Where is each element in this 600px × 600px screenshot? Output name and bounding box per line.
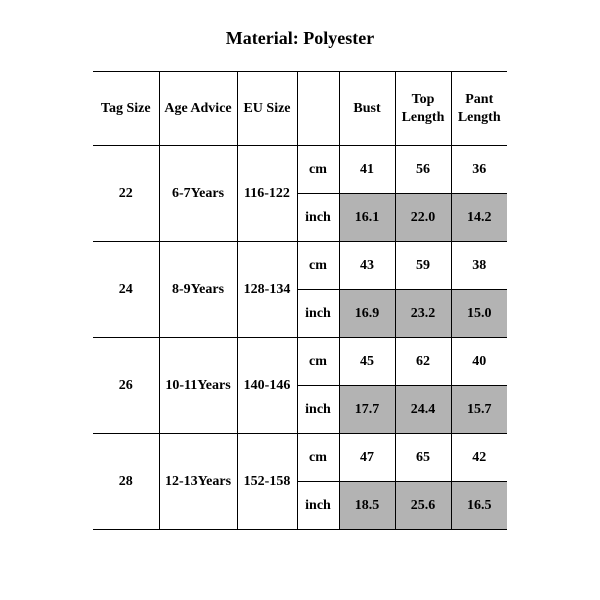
size-table: Tag Size Age Advice EU Size Bust TopLeng… <box>93 71 507 530</box>
cell-bust: 47 <box>339 434 395 482</box>
cell-eu: 128-134 <box>237 242 297 338</box>
cell-bust: 43 <box>339 242 395 290</box>
cell-age: 8-9Years <box>159 242 237 338</box>
cell-unit: inch <box>297 386 339 434</box>
cell-pant: 16.5 <box>451 482 507 530</box>
cell-top: 59 <box>395 242 451 290</box>
cell-pant: 15.7 <box>451 386 507 434</box>
cell-tag: 24 <box>93 242 159 338</box>
cell-unit: cm <box>297 338 339 386</box>
col-unit <box>297 72 339 146</box>
cell-top: 56 <box>395 146 451 194</box>
table-row: 28 12-13Years 152-158 cm 47 65 42 <box>93 434 507 482</box>
col-eu-size: EU Size <box>237 72 297 146</box>
cell-top: 65 <box>395 434 451 482</box>
cell-unit: inch <box>297 194 339 242</box>
table-row: 26 10-11Years 140-146 cm 45 62 40 <box>93 338 507 386</box>
cell-top: 62 <box>395 338 451 386</box>
cell-pant: 14.2 <box>451 194 507 242</box>
cell-unit: inch <box>297 290 339 338</box>
cell-top: 25.6 <box>395 482 451 530</box>
cell-tag: 22 <box>93 146 159 242</box>
cell-tag: 28 <box>93 434 159 530</box>
cell-bust: 17.7 <box>339 386 395 434</box>
cell-top: 24.4 <box>395 386 451 434</box>
cell-bust: 41 <box>339 146 395 194</box>
cell-bust: 45 <box>339 338 395 386</box>
cell-age: 6-7Years <box>159 146 237 242</box>
cell-pant: 15.0 <box>451 290 507 338</box>
header-row: Tag Size Age Advice EU Size Bust TopLeng… <box>93 72 507 146</box>
cell-eu: 116-122 <box>237 146 297 242</box>
cell-pant: 42 <box>451 434 507 482</box>
cell-top: 22.0 <box>395 194 451 242</box>
cell-bust: 16.1 <box>339 194 395 242</box>
table-row: 22 6-7Years 116-122 cm 41 56 36 <box>93 146 507 194</box>
cell-top: 23.2 <box>395 290 451 338</box>
cell-unit: cm <box>297 434 339 482</box>
cell-eu: 140-146 <box>237 338 297 434</box>
table-row: 24 8-9Years 128-134 cm 43 59 38 <box>93 242 507 290</box>
cell-age: 12-13Years <box>159 434 237 530</box>
cell-bust: 18.5 <box>339 482 395 530</box>
col-age-advice: Age Advice <box>159 72 237 146</box>
cell-unit: cm <box>297 146 339 194</box>
cell-pant: 40 <box>451 338 507 386</box>
cell-eu: 152-158 <box>237 434 297 530</box>
cell-bust: 16.9 <box>339 290 395 338</box>
page-title: Material: Polyester <box>0 0 600 71</box>
col-tag-size: Tag Size <box>93 72 159 146</box>
col-bust: Bust <box>339 72 395 146</box>
cell-age: 10-11Years <box>159 338 237 434</box>
col-pant-length: PantLength <box>451 72 507 146</box>
col-top-length: TopLength <box>395 72 451 146</box>
cell-pant: 38 <box>451 242 507 290</box>
cell-pant: 36 <box>451 146 507 194</box>
cell-unit: inch <box>297 482 339 530</box>
cell-unit: cm <box>297 242 339 290</box>
cell-tag: 26 <box>93 338 159 434</box>
